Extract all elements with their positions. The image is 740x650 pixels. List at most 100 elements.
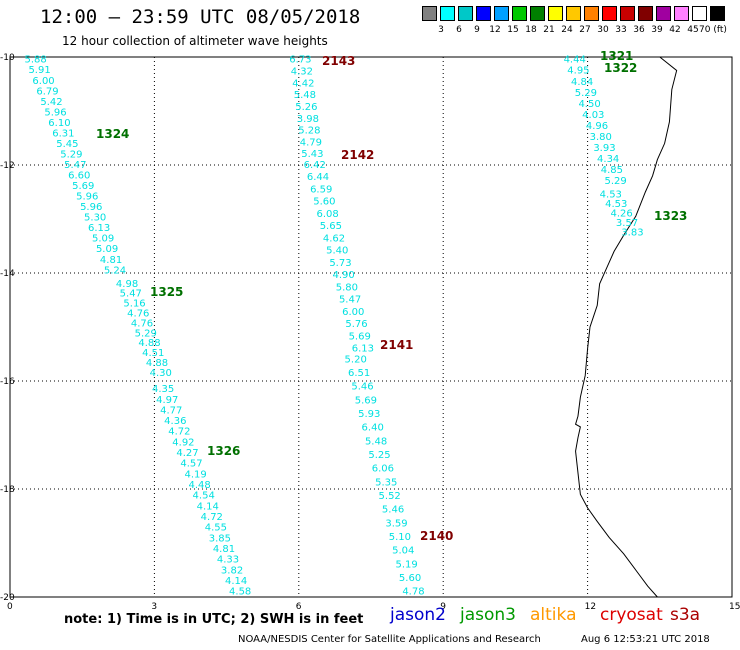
swh-value: 4.85 xyxy=(601,165,623,176)
swh-value: 6.08 xyxy=(316,209,338,220)
swh-value: 5.65 xyxy=(320,221,342,232)
pass-label: 1324 xyxy=(96,127,129,141)
swh-value: 6.00 xyxy=(342,307,364,318)
scale-swatch xyxy=(620,6,635,21)
swh-value: 5.20 xyxy=(345,354,367,365)
swh-value: 4.50 xyxy=(578,99,600,110)
scale-swatch xyxy=(584,6,599,21)
swh-value: 5.16 xyxy=(123,299,145,310)
x-tick-label: 0 xyxy=(7,602,13,612)
swh-value: 4.97 xyxy=(156,395,178,406)
swh-value: 5.45 xyxy=(56,139,78,150)
credit-text: NOAA/NESDIS Center for Satellite Applica… xyxy=(238,634,541,645)
swh-value: 4.19 xyxy=(184,469,206,480)
swh-value: 4.54 xyxy=(193,491,215,502)
swh-value: 5.29 xyxy=(575,88,597,99)
swh-value: 5.96 xyxy=(44,107,66,118)
swh-value: 4.72 xyxy=(168,427,190,438)
scale-swatch xyxy=(458,6,473,21)
swh-value: 4.77 xyxy=(160,405,182,416)
swh-value: 5.93 xyxy=(358,409,380,420)
swh-value: 5.04 xyxy=(392,546,414,557)
swh-value: 4.72 xyxy=(201,512,223,523)
pass-label: 1325 xyxy=(150,285,183,299)
swh-value: 4.36 xyxy=(164,416,186,427)
x-tick-label: 12 xyxy=(585,602,596,612)
swh-value: 6.60 xyxy=(68,171,90,182)
swh-value: 4.76 xyxy=(131,318,153,329)
swh-value: 4.14 xyxy=(197,501,219,512)
swh-value: 3.59 xyxy=(385,518,407,529)
swh-value: 4.53 xyxy=(600,190,622,201)
swh-value: 6.13 xyxy=(352,344,374,355)
scale-swatch xyxy=(494,6,509,21)
scale-label: 45 xyxy=(687,25,699,35)
swh-value: 5.19 xyxy=(396,559,418,570)
swh-value: 5.30 xyxy=(84,213,106,224)
scale-swatch xyxy=(566,6,581,21)
map-frame xyxy=(9,56,733,598)
swh-value: 4.78 xyxy=(402,587,424,598)
swh-value: 5.80 xyxy=(336,282,358,293)
swh-value: 4.51 xyxy=(142,348,164,359)
pass-label: 1326 xyxy=(207,444,240,458)
scale-label: 39 xyxy=(651,25,663,35)
swh-value: 4.88 xyxy=(138,338,160,349)
pass-label: 2142 xyxy=(341,148,374,162)
scale-swatch xyxy=(602,6,617,21)
scale-swatch xyxy=(692,6,707,21)
scale-label: 21 xyxy=(543,25,555,35)
swh-value: 4.98 xyxy=(116,279,138,290)
swh-value: 4.84 xyxy=(571,77,593,88)
swh-value: 3.82 xyxy=(221,565,243,576)
swh-value: 5.73 xyxy=(329,258,351,269)
swh-value: 6.79 xyxy=(36,86,58,97)
x-tick-label: 15 xyxy=(729,602,740,612)
swh-value: 5.29 xyxy=(135,328,157,339)
scale-swatch xyxy=(710,6,725,21)
page-subtitle: 12 hour collection of altimeter wave hei… xyxy=(62,34,328,48)
swh-value: 5.10 xyxy=(389,532,411,543)
y-tick-label: -16 xyxy=(0,377,15,387)
swh-value: 3.57 xyxy=(616,218,638,229)
swh-value: 5.88 xyxy=(24,55,46,66)
swh-value: 5.29 xyxy=(60,149,82,160)
mission-legend-item: altika xyxy=(530,605,577,625)
scale-swatch xyxy=(674,6,689,21)
pass-label: 1323 xyxy=(654,209,687,223)
swh-value: 4.30 xyxy=(150,368,172,379)
swh-value: 4.03 xyxy=(582,110,604,121)
swh-value: 5.69 xyxy=(72,181,94,192)
swh-value: 5.48 xyxy=(294,90,316,101)
y-tick-label: -20 xyxy=(0,593,15,603)
swh-value: 4.76 xyxy=(127,309,149,320)
swh-value: 5.69 xyxy=(349,331,371,342)
scale-label: 6 xyxy=(456,25,462,35)
swh-value: 6.40 xyxy=(362,423,384,434)
scale-label: 27 xyxy=(579,25,591,35)
swh-value: 6.42 xyxy=(304,160,326,171)
scale-swatch xyxy=(656,6,671,21)
swh-value: 6.51 xyxy=(348,368,370,379)
timestamp-text: Aug 6 12:53:21 UTC 2018 xyxy=(581,634,710,645)
pass-label: 1322 xyxy=(604,61,637,75)
swh-value: 3.85 xyxy=(209,533,231,544)
coastline xyxy=(574,56,678,598)
swh-value: 5.96 xyxy=(80,202,102,213)
mission-legend-item: s3a xyxy=(670,605,701,625)
scale-label: 9 xyxy=(474,25,480,35)
swh-value: 5.09 xyxy=(92,234,114,245)
swh-value: 4.81 xyxy=(100,255,122,266)
scale-swatch xyxy=(548,6,563,21)
swh-value: 4.35 xyxy=(152,384,174,395)
swh-value: 3.98 xyxy=(297,114,319,125)
swh-value: 4.88 xyxy=(146,358,168,369)
scale-swatch xyxy=(530,6,545,21)
scale-label: 33 xyxy=(615,25,627,35)
swh-value: 4.48 xyxy=(189,480,211,491)
swh-value: 5.46 xyxy=(351,382,373,393)
scale-label: 42 xyxy=(669,25,681,35)
swh-value: 3.83 xyxy=(621,228,643,239)
pass-label: 2141 xyxy=(380,338,413,352)
y-tick-label: -12 xyxy=(0,161,15,171)
